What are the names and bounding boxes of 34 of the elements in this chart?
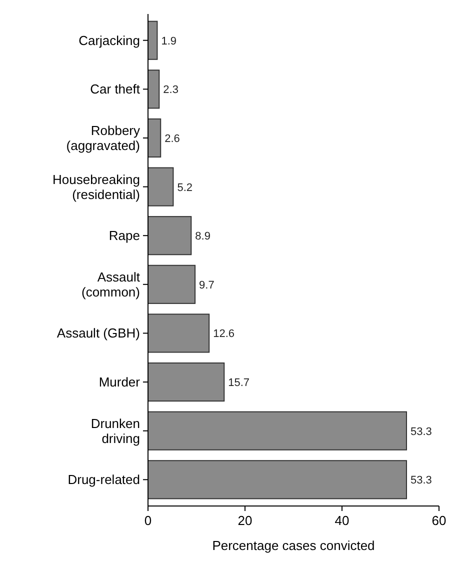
bar [148, 362, 225, 402]
bar [148, 70, 160, 109]
y-tick-label: Drunken driving [90, 416, 140, 446]
bar [148, 118, 162, 158]
data-label: 2.3 [163, 84, 178, 96]
data-label: 53.3 [410, 426, 432, 438]
y-tick-label: Murder [98, 374, 141, 390]
y-tick-label: Rape [108, 228, 140, 244]
x-tick-label: 0 [144, 513, 152, 528]
data-label: 8.9 [195, 230, 210, 243]
y-tick-label: Drug-related [68, 472, 140, 488]
bar [148, 314, 210, 353]
data-label: 2.6 [164, 132, 180, 145]
bar [148, 411, 408, 450]
y-tick-label: Carjacking [78, 32, 140, 48]
data-label: 12.6 [213, 328, 235, 340]
y-tick-label: Assault (GBH) [56, 326, 140, 341]
y-tick-label: Housebreaking (residential) [52, 172, 140, 202]
x-tick-label: 20 [238, 513, 252, 528]
data-label: 53.3 [410, 474, 432, 487]
bar [148, 216, 192, 256]
data-label: 1.9 [161, 35, 177, 48]
bar [148, 460, 408, 500]
y-tick-label: Robbery (aggravated) [66, 122, 140, 153]
data-label: 9.7 [199, 279, 214, 292]
y-tick-label: Car theft [90, 82, 140, 97]
data-label: 15.7 [228, 377, 250, 390]
data-label: 5.2 [177, 182, 193, 194]
x-tick-label: 60 [432, 513, 446, 528]
bar [148, 264, 196, 304]
x-tick-label: 40 [334, 513, 350, 528]
x-axis-title: Percentage cases convicted [212, 538, 375, 553]
y-tick-label: Assault (common) [81, 269, 140, 300]
bar [148, 167, 174, 206]
